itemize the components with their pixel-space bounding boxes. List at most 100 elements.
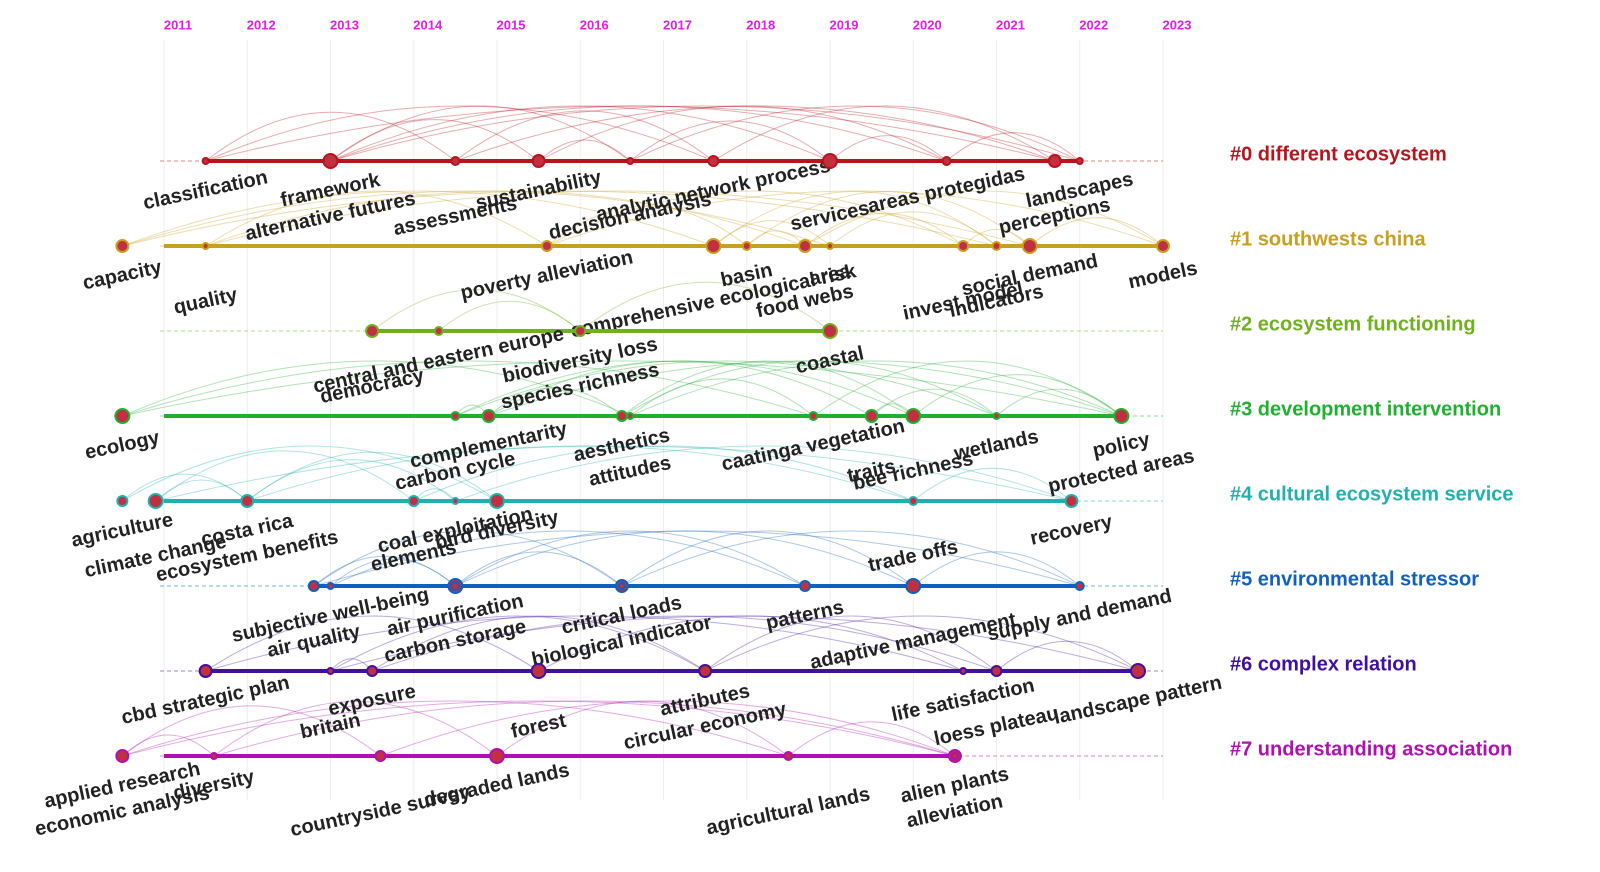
- cluster-label: #3 development intervention: [1230, 398, 1501, 420]
- cluster-label: #4 cultural ecosystem service: [1230, 483, 1514, 505]
- co-occurrence-arc: [746, 230, 806, 247]
- co-occurrence-arc: [122, 705, 381, 757]
- keyword-node: [530, 663, 547, 679]
- co-occurrence-arc: [546, 190, 964, 247]
- co-occurrence-arc: [704, 615, 997, 672]
- co-occurrence-arc: [629, 360, 1122, 417]
- keyword-node: [201, 157, 210, 165]
- keyword-node: [240, 494, 255, 508]
- keyword-label: forest: [509, 710, 568, 743]
- year-label: 2014: [413, 17, 443, 32]
- co-occurrence-arc: [122, 473, 248, 502]
- co-occurrence-arc: [122, 360, 814, 417]
- keyword-node: [1113, 408, 1130, 424]
- co-occurrence-arc: [829, 211, 997, 247]
- keyword-node: [822, 153, 838, 169]
- cluster-label: #2 ecosystem functioning: [1230, 313, 1476, 335]
- keyword-node: [489, 748, 505, 764]
- keyword-node: [115, 239, 130, 253]
- co-occurrence-arc: [713, 220, 831, 247]
- co-occurrence-arc: [330, 105, 1080, 162]
- co-occurrence-arc: [546, 190, 1164, 247]
- keyword-node: [822, 323, 838, 339]
- co-occurrence-arc: [330, 105, 631, 162]
- keyword-node: [326, 582, 335, 590]
- keyword-label: quality: [172, 284, 240, 319]
- co-occurrence-arc: [538, 105, 947, 162]
- co-occurrence-arc: [455, 551, 623, 587]
- keyword-node: [326, 667, 335, 675]
- year-label: 2016: [580, 17, 609, 32]
- co-occurrence-arc: [912, 551, 1081, 587]
- year-label: 2020: [913, 17, 942, 32]
- co-occurrence-arc: [455, 530, 914, 587]
- keyword-node: [366, 665, 379, 677]
- co-occurrence-arc: [330, 615, 706, 672]
- year-label: 2017: [663, 17, 692, 32]
- co-occurrence-arc: [330, 105, 831, 162]
- year-label: 2015: [497, 17, 526, 32]
- year-label: 2011: [164, 17, 192, 32]
- keyword-label: poverty alleviation: [459, 246, 635, 304]
- co-occurrence-arc: [455, 110, 714, 162]
- keyword-label: ecology: [83, 426, 162, 463]
- co-occurrence-arc: [438, 300, 581, 332]
- cluster-label: #7 understanding association: [1230, 738, 1512, 760]
- co-occurrence-arc: [122, 700, 789, 757]
- keyword-node: [407, 495, 420, 507]
- co-occurrence-arc: [804, 212, 964, 247]
- co-occurrence-arc: [313, 555, 456, 587]
- co-occurrence-arc: [155, 450, 415, 502]
- keyword-node: [531, 154, 546, 168]
- keyword-label: classification: [141, 166, 270, 214]
- keyword-label: wetlands: [951, 426, 1040, 466]
- keyword-node: [450, 156, 461, 166]
- co-occurrence-arc: [205, 615, 964, 672]
- cluster-label: #1 southwests china: [1230, 228, 1426, 250]
- co-occurrence-arc: [246, 459, 456, 502]
- co-occurrence-arc: [912, 467, 1072, 502]
- keyword-node: [950, 752, 959, 760]
- co-occurrence-arc: [621, 360, 997, 417]
- keyword-node: [198, 664, 213, 678]
- co-occurrence-arc: [122, 445, 498, 502]
- keyword-node: [905, 408, 922, 424]
- co-occurrence-arc: [629, 378, 814, 417]
- co-occurrence-arc: [996, 640, 1139, 672]
- keyword-node: [698, 664, 713, 678]
- co-occurrence-arc: [621, 530, 1080, 587]
- co-occurrence-arc: [330, 105, 947, 162]
- co-occurrence-arc: [621, 530, 914, 587]
- co-occurrence-arc: [205, 190, 806, 247]
- keyword-node: [147, 493, 164, 509]
- keyword-node: [941, 156, 952, 166]
- co-occurrence-arc: [455, 530, 806, 587]
- co-occurrence-arc: [713, 191, 997, 247]
- keyword-node: [626, 412, 635, 420]
- co-occurrence-arc: [629, 105, 1080, 162]
- keyword-label: recovery: [1028, 511, 1115, 550]
- year-label: 2023: [1163, 17, 1192, 32]
- keyword-node: [864, 409, 879, 423]
- year-label: 2013: [330, 17, 359, 32]
- keyword-node: [1047, 154, 1062, 168]
- co-occurrence-arc: [1029, 217, 1164, 247]
- keyword-node: [617, 582, 626, 590]
- co-occurrence-arc: [538, 139, 631, 162]
- keyword-node: [374, 750, 387, 762]
- keyword-label: areas protegidas: [866, 163, 1027, 218]
- co-occurrence-arc: [330, 615, 1139, 672]
- co-occurrence-arc: [205, 111, 456, 162]
- keyword-node: [322, 153, 339, 169]
- co-occurrence-arc: [813, 360, 1122, 417]
- co-occurrence-arc: [788, 721, 956, 757]
- keyword-node: [114, 408, 131, 424]
- co-occurrence-arc: [455, 105, 1055, 162]
- year-label: 2021: [996, 17, 1025, 32]
- keyword-node: [991, 241, 1002, 251]
- co-occurrence-arc: [455, 360, 997, 417]
- co-occurrence-arc: [371, 289, 581, 332]
- keyword-label: capacity: [81, 256, 165, 294]
- co-occurrence-arc: [313, 530, 1080, 587]
